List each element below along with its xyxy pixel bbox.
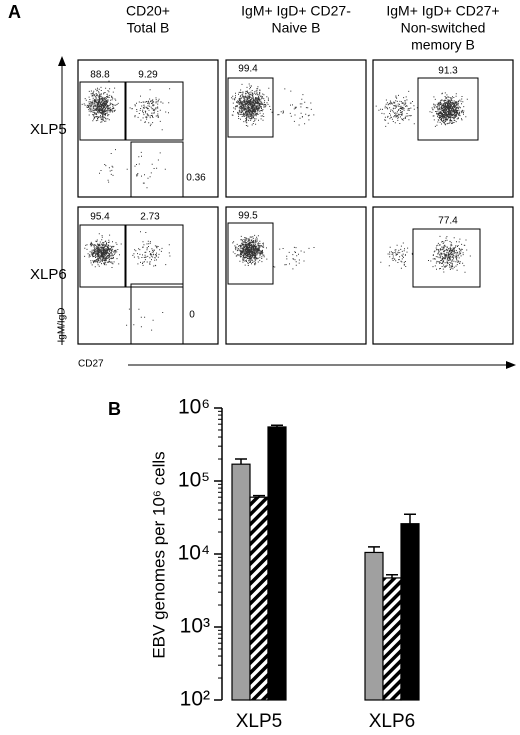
arrow-head [58, 56, 66, 66]
y-tick-label: 10⁴ [178, 542, 210, 565]
panel-letter: B [108, 399, 121, 419]
column-title: Naive B [271, 20, 320, 36]
y-tick-label: 10³ [180, 615, 210, 638]
gate [125, 81, 184, 141]
arrow-head [506, 361, 516, 369]
error-bar [253, 494, 265, 498]
y-axis-label: EBV genomes per 10⁶ cells [149, 451, 168, 658]
gate [125, 224, 184, 288]
x-tick-label: XLP6 [369, 711, 415, 732]
column-title: Total B [127, 20, 170, 36]
gate-label: 9.29 [138, 70, 158, 81]
gate-label: 99.5 [238, 211, 258, 222]
gate-label: 77.4 [438, 216, 458, 227]
bar [231, 463, 251, 701]
error-bar [386, 573, 398, 578]
event-dots [231, 83, 315, 127]
axis-label: CD27 [78, 359, 104, 370]
bar [400, 523, 420, 701]
y-tick-label: 10⁶ [178, 396, 210, 419]
gate [79, 81, 126, 141]
gate [417, 77, 479, 141]
event-dots [232, 234, 315, 270]
column-title: Non-switched [401, 20, 486, 36]
event-dots [81, 80, 171, 189]
plot-frame [372, 206, 514, 345]
gate-label: 95.4 [90, 212, 110, 223]
bar [249, 496, 269, 701]
error-bar [404, 513, 416, 524]
row-label: XLP5 [30, 121, 67, 138]
column-title: IgM+ IgD+ CD27+ [386, 3, 499, 19]
y-tick-label: 10² [180, 688, 210, 711]
column-title: memory B [411, 37, 475, 53]
event-dots [375, 90, 468, 127]
gate-label: 0 [189, 310, 195, 321]
gate [79, 224, 126, 288]
column-title: CD20+ [126, 3, 170, 19]
bar [382, 577, 402, 701]
gate-label: 99.4 [238, 64, 258, 75]
plot-frame [225, 206, 367, 345]
y-tick-label: 10⁵ [178, 469, 210, 492]
event-dots [380, 235, 471, 273]
error-bar [368, 546, 380, 553]
gate [130, 141, 184, 198]
plot-frame [77, 206, 219, 345]
row-label: XLP6 [30, 266, 67, 283]
gate [130, 283, 184, 345]
axis-label: IgM/IgD [57, 307, 68, 342]
error-bar [271, 424, 283, 427]
event-dots [84, 231, 171, 331]
bar [267, 426, 287, 701]
gate-label: 2.73 [140, 212, 160, 223]
bar [364, 551, 384, 701]
panel-letter: A [8, 2, 21, 22]
gate-label: 91.3 [438, 66, 458, 77]
gate-label: 88.8 [90, 70, 110, 81]
gate [227, 77, 274, 138]
plot-frame [372, 59, 514, 198]
error-bar [235, 458, 247, 465]
gate-label: 0.36 [186, 173, 206, 184]
plot-frame [225, 59, 367, 198]
column-title: IgM+ IgD+ CD27- [241, 3, 351, 19]
gate [227, 222, 274, 285]
gate [412, 228, 481, 288]
x-tick-label: XLP5 [236, 711, 282, 732]
